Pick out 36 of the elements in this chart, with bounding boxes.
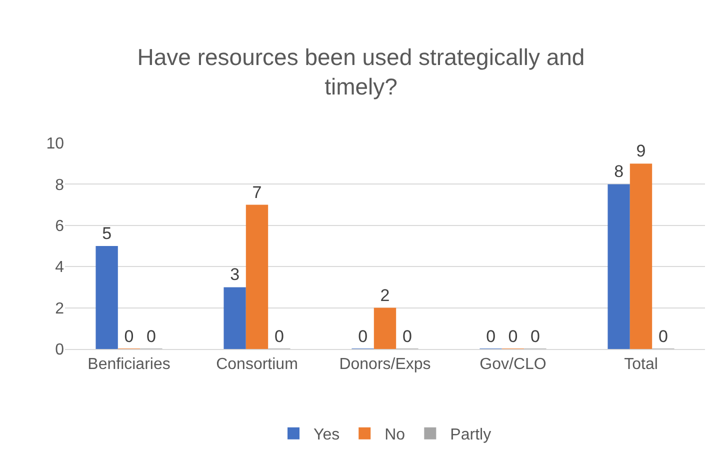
data-label: 0	[274, 327, 284, 346]
bar	[96, 246, 118, 349]
data-label: 0	[508, 327, 518, 346]
bar	[608, 184, 630, 349]
y-tick-label: 10	[46, 136, 64, 153]
x-tick-label: Benficiaries	[88, 356, 170, 374]
bar	[224, 287, 246, 349]
legend-label: Partly	[450, 426, 492, 444]
data-label: 7	[252, 182, 262, 202]
data-label: 3	[230, 265, 240, 284]
data-label: 0	[358, 327, 368, 346]
data-label: 0	[402, 327, 412, 346]
y-tick-label: 8	[55, 176, 64, 194]
data-label: 9	[636, 142, 646, 161]
legend-label: Yes	[314, 426, 340, 444]
y-tick-label: 2	[55, 300, 64, 318]
bar	[246, 204, 268, 349]
legend-label: No	[384, 426, 406, 444]
data-label: 0	[486, 327, 496, 346]
data-label: 0	[530, 327, 540, 346]
bar	[374, 308, 396, 349]
y-tick-label: 6	[55, 218, 64, 235]
data-label: 0	[146, 327, 156, 346]
data-label: 0	[658, 327, 668, 346]
data-label: 5	[102, 224, 112, 243]
x-tick-label: Gov/CLO	[480, 356, 546, 374]
data-label: 0	[124, 327, 134, 346]
data-label: 2	[380, 286, 390, 305]
data-label: 8	[614, 162, 624, 182]
x-tick-label: Donors/Exps	[339, 356, 431, 374]
x-tick-label: Consortium	[216, 356, 298, 374]
chart-title: Have resources been used strategically and timely?	[137, 44, 585, 100]
y-tick-label: 4	[55, 259, 64, 276]
x-tick-label: Total	[624, 356, 658, 374]
bar	[630, 164, 652, 349]
y-tick-label: 0	[55, 342, 64, 359]
